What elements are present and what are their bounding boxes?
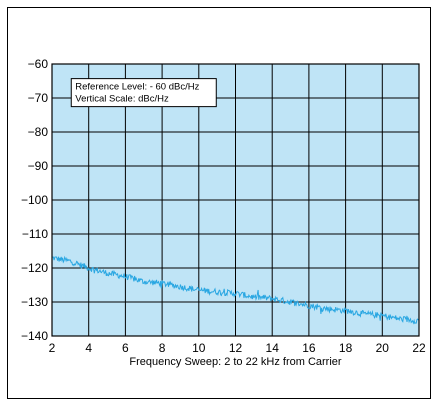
x-tick-label: 16 [302,341,316,355]
y-tick-label: −120 [21,261,48,275]
annotation-box: Reference Level: - 60 dBc/Hz Vertical Sc… [70,78,217,108]
annotation-background [70,78,217,108]
y-tick-label: −70 [28,91,49,105]
y-tick-label: −80 [28,125,49,139]
x-axis-tick-labels: 2 4 6 8 10 12 14 16 18 20 22 [49,341,426,355]
series-trace [51,255,420,325]
y-tick-label: −130 [21,295,48,309]
y-tick-label: −100 [21,193,48,207]
annotation-line-vertical-scale: Vertical Scale: dBc/Hz [75,94,169,105]
y-tick-label: −60 [28,57,49,71]
x-tick-label: 14 [266,341,280,355]
x-tick-label: 22 [412,341,426,355]
x-tick-label: 6 [122,341,129,355]
x-tick-label: 18 [339,341,353,355]
y-tick-label: −110 [22,227,48,241]
x-tick-label: 10 [192,341,206,355]
x-tick-label: 8 [159,341,166,355]
y-axis-tick-labels: −60 −70 −80 −90 −100 −110 −120 −130 −140 [21,57,48,343]
x-axis-label: Frequency Sweep: 2 to 22 kHz from Carrie… [129,356,341,368]
x-tick-label: 12 [229,341,243,355]
x-tick-label: 20 [376,341,390,355]
x-tick-label: 2 [49,341,56,355]
plot-border [51,63,420,337]
annotation-line-reference-level: Reference Level: - 60 dBc/Hz [75,82,199,93]
y-tick-label: −90 [28,159,49,173]
y-tick-label: −140 [21,329,48,343]
x-tick-label: 4 [85,341,92,355]
